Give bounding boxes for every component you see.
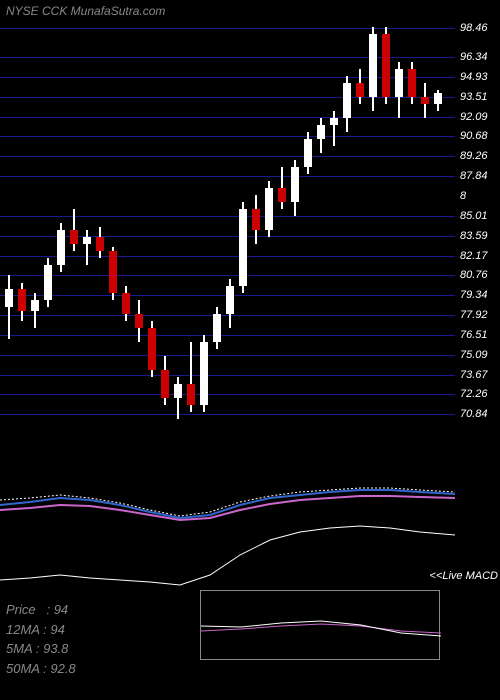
stat-price-label: Price xyxy=(6,602,36,617)
stat-12ma: 12MA : 94 xyxy=(6,620,76,640)
stat-5ma-value: : 93.8 xyxy=(36,641,69,656)
stat-price: Price : 94 xyxy=(6,600,76,620)
stat-12ma-value: : 94 xyxy=(43,622,65,637)
watermark-text: NYSE CCK MunafaSutra.com xyxy=(6,4,165,18)
macd-label: <<Live MACD xyxy=(430,570,498,582)
candlestick-chart xyxy=(0,20,455,440)
stat-12ma-label: 12MA xyxy=(6,622,39,637)
macd-panel xyxy=(0,450,455,590)
stats-panel: Price : 94 12MA : 94 5MA : 93.8 50MA : 9… xyxy=(6,600,76,678)
chart-container: NYSE CCK MunafaSutra.com 98.4696.3494.93… xyxy=(0,0,500,700)
inset-chart xyxy=(200,590,440,660)
inset-svg xyxy=(201,591,441,661)
stat-5ma-label: 5MA xyxy=(6,641,32,656)
stat-50ma-value: : 92.8 xyxy=(43,661,76,676)
stat-5ma: 5MA : 93.8 xyxy=(6,639,76,659)
stat-50ma-label: 50MA xyxy=(6,661,39,676)
stat-50ma: 50MA : 92.8 xyxy=(6,659,76,679)
macd-svg xyxy=(0,450,455,590)
stat-price-value: : 94 xyxy=(46,602,68,617)
